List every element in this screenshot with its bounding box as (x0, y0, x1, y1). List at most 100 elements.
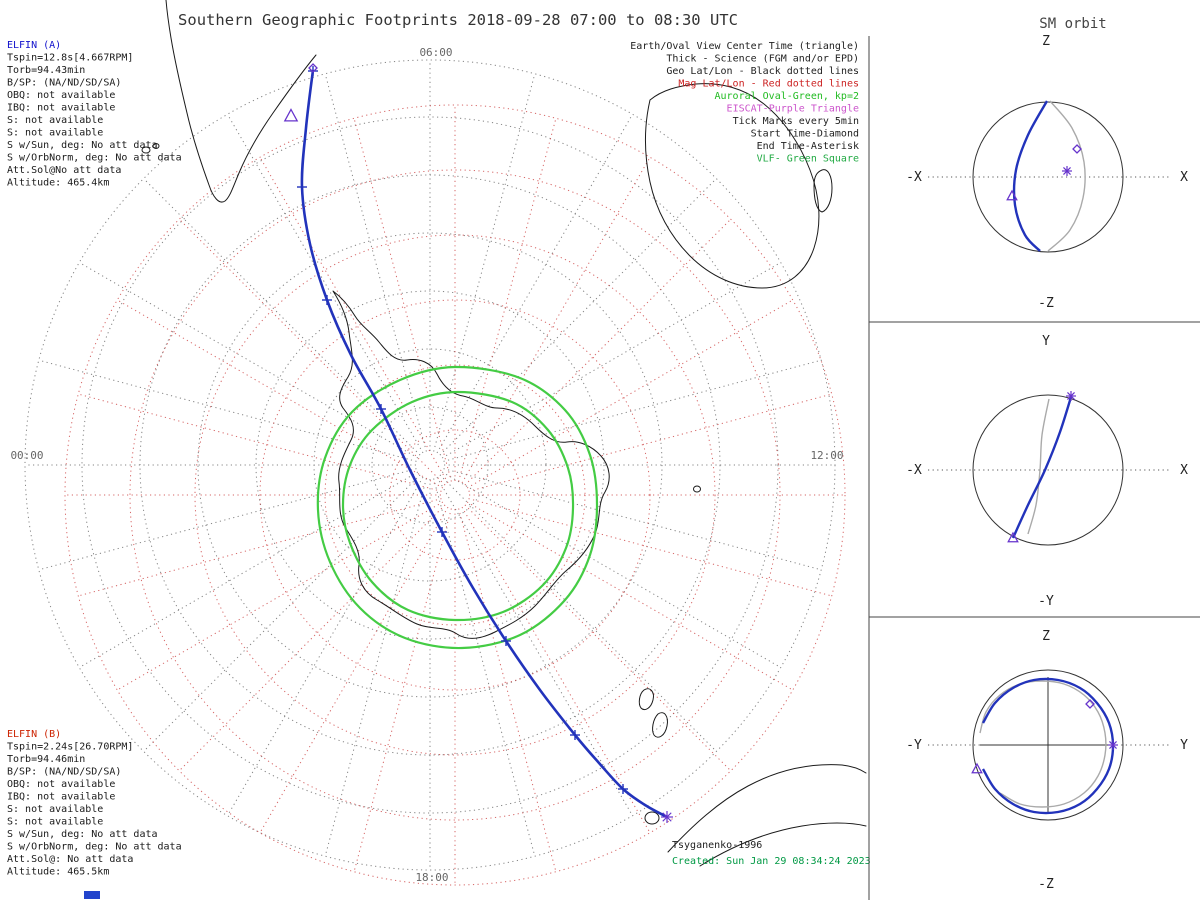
elfin-a-line: Altitude: 465.4km (7, 178, 109, 189)
elfin-b-header: ELFIN (B) (7, 729, 61, 740)
orbit2-axis-top: Y (1042, 334, 1050, 349)
auroral-oval-outer (316, 365, 599, 650)
elfin-a-line: IBQ: not available (7, 103, 115, 114)
legend-item: VLF- Green Square (757, 154, 859, 165)
legend-item: Earth/Oval View Center Time (triangle) (630, 41, 859, 52)
elfin-b-line: S w/OrbNorm, deg: No att data (7, 842, 182, 853)
earth-circle (972, 669, 1124, 821)
triangle-marker (971, 762, 983, 774)
elfin-a-header: ELFIN (A) (7, 40, 61, 51)
elfin-b-line: Att.Sol@: No att data (7, 854, 133, 865)
elfin-b-line: S: not available (7, 817, 103, 828)
sm-orbit-panels (928, 100, 1170, 821)
orbit-arc-gray (1047, 100, 1086, 252)
orbit1-axis-left: -X (906, 170, 922, 185)
legend-item: Auroral Oval-Green, kp=2 (715, 91, 860, 102)
auroral-oval-inner (341, 390, 575, 622)
asterisk-marker (661, 811, 673, 823)
orbit1-axis-top: Z (1042, 34, 1050, 49)
map-area (24, 0, 867, 886)
island-kerguelen (693, 485, 701, 493)
elfin-a-line: S w/OrbNorm, deg: No att data (7, 153, 182, 164)
mag-latlon-grid (64, 104, 846, 886)
elfin-a-line: B/SP: (NA/ND/SD/SA) (7, 78, 121, 89)
plot-title: Southern Geographic Footprints 2018-09-2… (178, 11, 738, 29)
triangle-marker (1007, 531, 1019, 543)
island-falkland-2 (152, 143, 160, 149)
orbit3-axis-top: Z (1042, 629, 1050, 644)
coastline-madagascar (813, 169, 833, 213)
legend-item: Geo Lat/Lon - Black dotted lines (666, 66, 859, 77)
legend-item: End Time-Asterisk (757, 141, 859, 152)
elfin-a-line: Att.Sol@No att data (7, 165, 121, 176)
diamond-marker (1072, 144, 1082, 154)
island-nz-north (638, 688, 654, 711)
orbit2-axis-left: -X (906, 463, 922, 478)
elfin-b-line: OBQ: not available (7, 779, 115, 790)
auroral-oval (316, 365, 599, 650)
coastline-antarctica (332, 290, 610, 639)
elfin-b-line: Torb=94.46min (7, 754, 85, 765)
elfin-b-line: IBQ: not available (7, 792, 115, 803)
geo-latlon-grid (24, 59, 836, 871)
earth-circle (972, 394, 1124, 546)
island-falkland-1 (141, 146, 151, 154)
mlt-label-right: 12:00 (810, 449, 843, 462)
satellite-footprint-track (283, 63, 673, 823)
coastline-australia-north (667, 764, 867, 853)
triangle-marker (1006, 189, 1018, 201)
island-tasmania (644, 811, 660, 825)
orbit-arc-gray (1027, 398, 1050, 535)
asterisk-marker (1062, 166, 1072, 176)
elfin-b-line: S: not available (7, 804, 103, 815)
mlt-label-bottom: 18:00 (415, 871, 448, 884)
diamond-marker (1085, 699, 1095, 709)
coastlines (141, 0, 867, 867)
legend-item: Tick Marks every 5min (733, 116, 859, 127)
corner-blue-marker (84, 891, 100, 899)
orbit2-axis-bottom: -Y (1038, 594, 1054, 609)
elfin-b-line: Tspin=2.24s[26.70RPM] (7, 742, 133, 753)
sm-orbit-panel-1 (928, 100, 1170, 253)
coastline-africa (645, 83, 820, 289)
sm-orbit-title: SM orbit (1039, 16, 1106, 32)
elfin-a-line: S w/Sun, deg: No att data (7, 140, 158, 151)
elfin-a-line: Torb=94.43min (7, 65, 85, 76)
elfin-a-line: S: not available (7, 115, 103, 126)
triangle-marker (283, 108, 299, 122)
legend-item: EISCAT-Purple Triangle (727, 104, 859, 115)
orbit-arc-gray (979, 680, 1107, 808)
sm-orbit-panel-3 (928, 669, 1170, 821)
asterisk-marker (1066, 391, 1076, 401)
coastline-australia-south (699, 822, 867, 867)
elfin-a-line: OBQ: not available (7, 90, 115, 101)
legend-item: Start Time-Diamond (751, 129, 859, 140)
latlon-grids (24, 59, 846, 886)
elfin-a-line: Tspin=12.8s[4.667RPM] (7, 53, 133, 64)
orbit3-axis-right: Y (1180, 738, 1188, 753)
coastline-south-america (165, 0, 317, 203)
model-label: Tsyganenko-1996 (672, 840, 762, 851)
elfin-b-line: B/SP: (NA/ND/SD/SA) (7, 767, 121, 778)
elfin-b-line: Altitude: 465.5km (7, 867, 109, 878)
legend-item: Mag Lat/Lon - Red dotted lines (678, 79, 859, 90)
mlt-label-left: 00:00 (10, 449, 43, 462)
satellite-track (300, 69, 668, 819)
created-timestamp: Created: Sun Jan 29 08:34:24 2023 (672, 856, 871, 867)
earth-circle (972, 101, 1124, 253)
legend-item: Thick - Science (FGM and/or EPD) (666, 54, 859, 65)
orbit2-axis-right: X (1180, 463, 1188, 478)
orbit3-axis-left: -Y (906, 738, 922, 753)
orbit1-axis-right: X (1180, 170, 1188, 185)
orbit3-axis-bottom: -Z (1038, 877, 1054, 892)
orbit-arc-blue (1011, 396, 1073, 539)
orbit-arc-blue (1012, 100, 1049, 252)
mlt-label-top: 06:00 (419, 46, 452, 59)
elfin-a-line: S: not available (7, 128, 103, 139)
asterisk-marker (1108, 740, 1118, 750)
diamond-marker (308, 63, 318, 73)
elfin-b-line: S w/Sun, deg: No att data (7, 829, 158, 840)
sm-orbit-panel-2 (928, 391, 1170, 546)
